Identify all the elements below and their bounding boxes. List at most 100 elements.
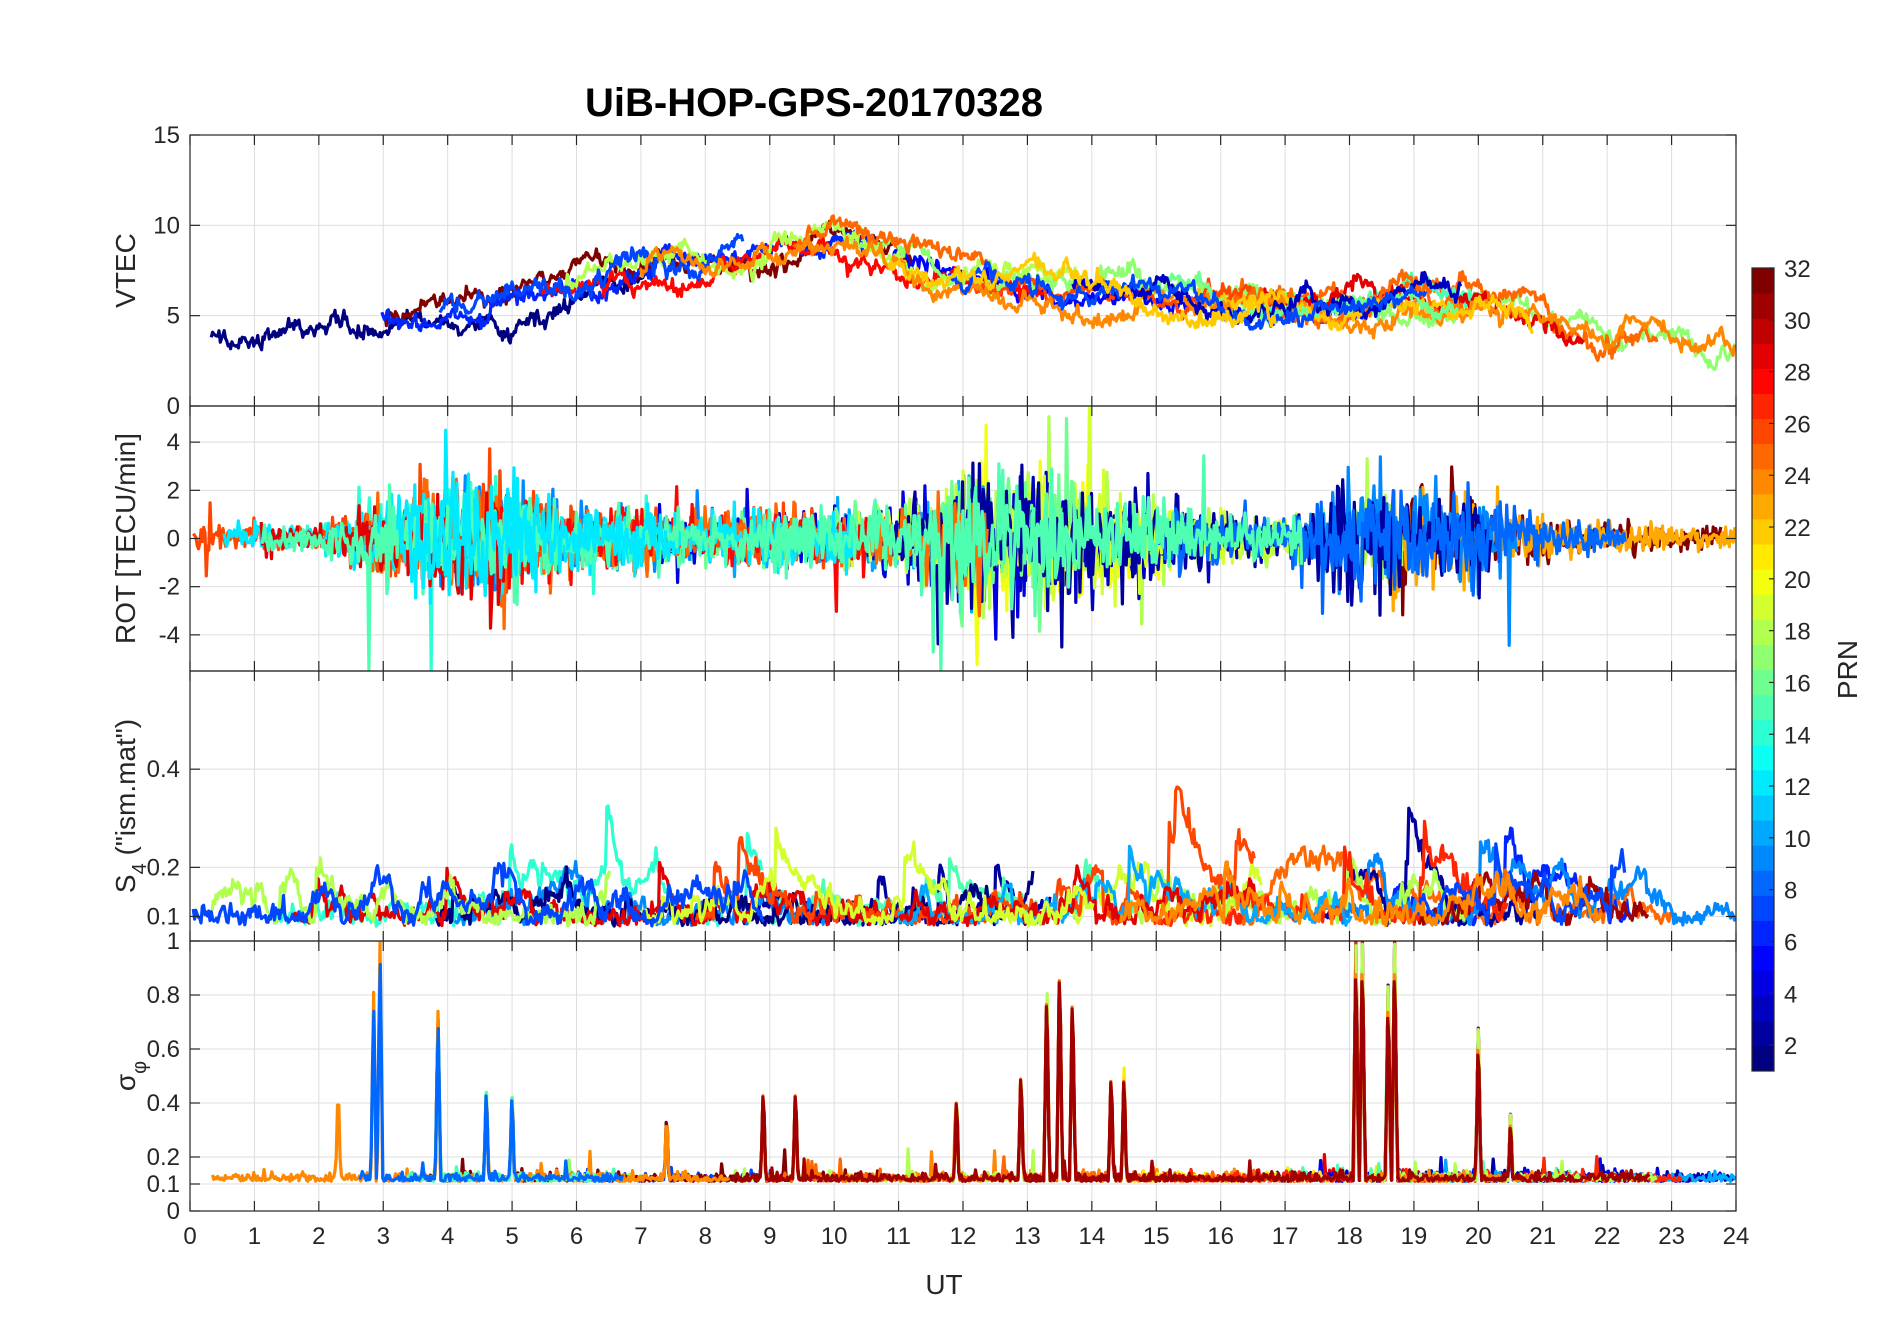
colorbar-segment <box>1752 343 1774 369</box>
x-tick-label: 1 <box>248 1223 261 1250</box>
x-tick-label: 3 <box>377 1223 390 1250</box>
colorbar-segment <box>1752 870 1774 896</box>
x-tick-label: 13 <box>1014 1223 1041 1250</box>
x-tick-label: 21 <box>1529 1223 1556 1250</box>
series-prn-24 <box>639 234 1234 330</box>
colorbar-segment <box>1752 1045 1774 1072</box>
series-prn-7 <box>947 260 1428 331</box>
y-tick-label: -2 <box>159 574 180 601</box>
series-prn-27 <box>1172 941 1683 1183</box>
colorbar-segment <box>1752 669 1774 696</box>
series-prn-18 <box>1354 942 1658 1183</box>
y-tick-label: 0.8 <box>147 982 180 1009</box>
colorbar-tick-label: 24 <box>1784 463 1811 490</box>
series-prn-24 <box>210 941 731 1183</box>
series-prn-25 <box>758 979 1262 1183</box>
y-tick-label: 0.6 <box>147 1036 180 1063</box>
colorbar-segment <box>1752 619 1774 645</box>
series-prn-8 <box>1154 481 1627 616</box>
colorbar-tick-label: 22 <box>1784 515 1811 542</box>
x-tick-label: 4 <box>441 1223 454 1250</box>
series-prn-31 <box>732 981 1187 1183</box>
colorbar-segment <box>1752 418 1774 445</box>
colorbar-tick-label: 10 <box>1784 826 1811 853</box>
series-prn-25 <box>792 214 989 266</box>
x-tick-label: 18 <box>1336 1223 1363 1250</box>
series-prn-24 <box>1263 293 1736 358</box>
series-group <box>209 214 1736 371</box>
y-tick-label: 15 <box>153 122 180 149</box>
series-prn-31 <box>1013 978 1651 1183</box>
colorbar-segment <box>1752 920 1774 947</box>
panel-sigma_phi: 00.10.2 0.4 0.6 0.8 1 σφ <box>110 928 1737 1225</box>
colorbar-segment <box>1752 443 1774 470</box>
colorbar-segment <box>1752 1020 1774 1047</box>
colorbar-segment <box>1752 493 1774 520</box>
colorbar-segment <box>1752 544 1774 570</box>
y-tick-label: 0.4 <box>147 756 180 783</box>
x-tick-label: 11 <box>886 1223 911 1250</box>
colorbar-segment <box>1752 945 1774 972</box>
x-tick-label: 20 <box>1465 1223 1492 1250</box>
series-prn-2 <box>1353 986 1736 1183</box>
colorbar-segment <box>1752 794 1774 821</box>
colorbar-segment <box>1752 268 1774 294</box>
colorbar-segment <box>1752 845 1774 871</box>
colorbar-segment <box>1752 518 1774 545</box>
x-tick-label: 9 <box>763 1223 776 1250</box>
y-tick-label: 2 <box>167 477 180 504</box>
x-tick-label: 16 <box>1207 1223 1234 1250</box>
colorbar-tick-label: 30 <box>1784 308 1811 335</box>
x-tick-labels: 0 1 2 3 4 5 6 7 8 9 10 11 12 13 14 15 16 17 18 19 20 21 22 23 24 <box>183 1223 1749 1250</box>
series-prn-12 <box>396 470 668 600</box>
series-group <box>191 785 1736 928</box>
colorbar-segment <box>1752 820 1774 846</box>
series-prn-4 <box>1460 1027 1724 1183</box>
series-prn-15 <box>769 454 1304 671</box>
x-tick-label: 17 <box>1272 1223 1299 1250</box>
series-prn-7 <box>191 861 765 928</box>
colorbar-box <box>1751 267 1775 1072</box>
colorbar-segment <box>1752 368 1774 394</box>
colorbar-segment <box>1752 569 1774 595</box>
x-tick-label: 23 <box>1658 1223 1685 1250</box>
colorbar-tick-label: 18 <box>1784 619 1811 646</box>
series-prn-21 <box>1114 944 1531 1183</box>
colorbar-tick-label: 14 <box>1784 722 1811 749</box>
colorbar-segment <box>1752 468 1774 495</box>
colorbar-segment <box>1752 719 1774 746</box>
colorbar-tick-label: 4 <box>1784 981 1797 1008</box>
x-tick-label: 6 <box>570 1223 583 1250</box>
x-tick-label: 22 <box>1594 1223 1621 1250</box>
y-tick-label: 0.1 <box>147 1171 180 1198</box>
y-tick-label: 0 <box>167 1198 180 1225</box>
colorbar-tick-label: 20 <box>1784 567 1811 594</box>
y-axis-label-vtec: VTEC <box>110 233 141 308</box>
colorbar-segment <box>1752 293 1774 319</box>
y-tick-label: -4 <box>159 622 180 649</box>
panel-rot: -4 -2 0 2 4 ROT [TECU/min] <box>110 405 1737 672</box>
series-group <box>210 941 1736 1183</box>
x-tick-label: 12 <box>950 1223 977 1250</box>
y-axis-label-sigma_phi: σφ <box>110 1061 151 1091</box>
series-prn-24 <box>1118 860 1603 928</box>
colorbar-tick-label: 16 <box>1784 670 1811 697</box>
series-prn-15 <box>260 480 815 671</box>
colorbar-segment <box>1752 970 1774 997</box>
colorbar-tick-label: 28 <box>1784 360 1811 387</box>
x-axis-label: UT <box>925 1269 962 1300</box>
series-prn-8 <box>358 962 625 1183</box>
colorbar-segment <box>1752 318 1774 344</box>
series-prn-18 <box>728 990 1068 1183</box>
x-tick-label: 19 <box>1401 1223 1428 1250</box>
colorbar-tick-label: 8 <box>1784 878 1797 905</box>
colorbar-segment <box>1752 744 1774 771</box>
panel-s4: 0.1 0.2 0.4S4 ("ism.mat") <box>110 670 1737 942</box>
y-tick-label: 0.4 <box>147 1090 180 1117</box>
x-tick-label: 15 <box>1143 1223 1170 1250</box>
y-axis-label-rot: ROT [TECU/min] <box>110 433 141 644</box>
y-tick-label: 5 <box>167 303 180 330</box>
